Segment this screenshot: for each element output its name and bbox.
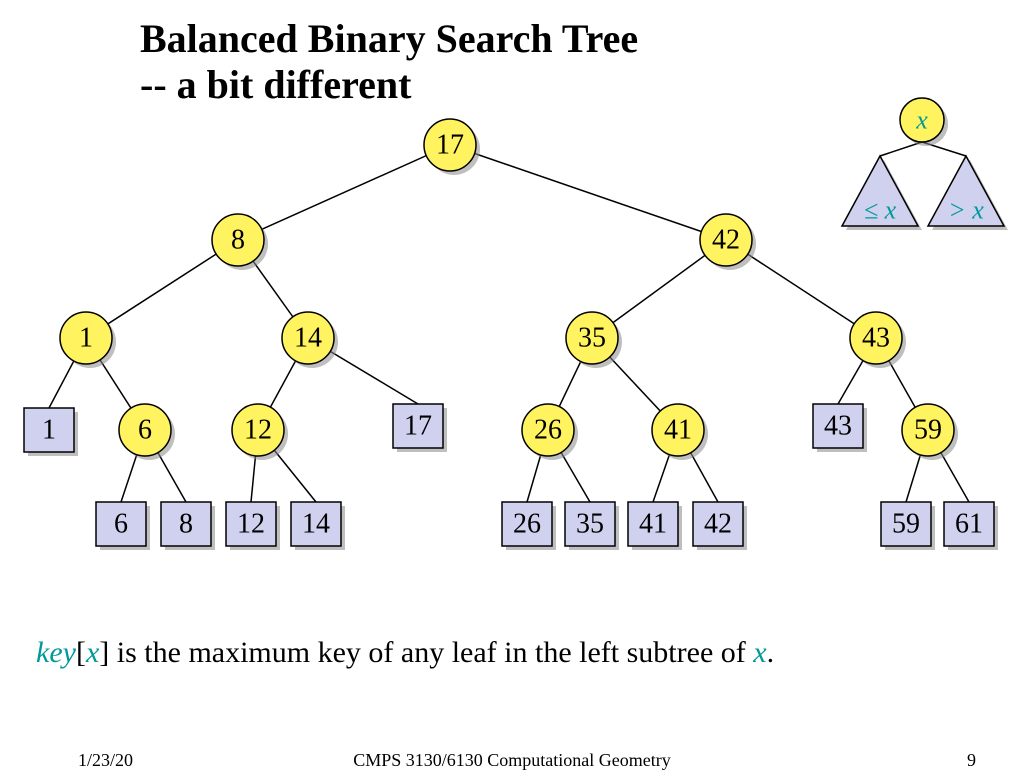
legend-triangle-label: ≤ x bbox=[864, 196, 897, 225]
node-label: 6 bbox=[114, 509, 128, 540]
node-label: 12 bbox=[237, 509, 265, 540]
node-label: 43 bbox=[824, 411, 852, 442]
node-label: 1 bbox=[79, 323, 93, 354]
node-label: 43 bbox=[862, 323, 890, 354]
node-label: 35 bbox=[576, 509, 604, 540]
caption-period: . bbox=[767, 636, 775, 669]
legend-node-label: x bbox=[915, 106, 928, 135]
caption-rest: is the maximum key of any leaf in the le… bbox=[109, 636, 753, 669]
node-label: 35 bbox=[578, 323, 606, 354]
node-label: 26 bbox=[513, 509, 541, 540]
caption: key[x] is the maximum key of any leaf in… bbox=[36, 636, 988, 670]
node-label: 59 bbox=[892, 509, 920, 540]
tree-edge bbox=[238, 145, 450, 240]
tree-edge bbox=[450, 145, 726, 240]
node-label: 17 bbox=[404, 411, 432, 442]
caption-x2: x bbox=[753, 636, 766, 669]
node-label: 41 bbox=[639, 509, 667, 540]
node-label: 8 bbox=[179, 509, 193, 540]
node-label: 59 bbox=[914, 415, 942, 446]
node-label: 8 bbox=[231, 225, 245, 256]
tree-edge bbox=[86, 240, 238, 338]
caption-key: key bbox=[36, 636, 76, 669]
node-label: 14 bbox=[302, 509, 330, 540]
node-label: 12 bbox=[244, 415, 272, 446]
caption-bracket-open: [ bbox=[76, 636, 86, 669]
node-label: 17 bbox=[436, 130, 464, 161]
legend-triangle-label: > x bbox=[948, 196, 984, 225]
caption-bracket-close: ] bbox=[99, 636, 109, 669]
node-label: 61 bbox=[955, 509, 983, 540]
caption-x1: x bbox=[86, 636, 99, 669]
node-label: 14 bbox=[294, 323, 322, 354]
node-label: 42 bbox=[712, 225, 740, 256]
node-label: 42 bbox=[704, 509, 732, 540]
node-label: 26 bbox=[534, 415, 562, 446]
node-label: 6 bbox=[138, 415, 152, 446]
node-label: 1 bbox=[42, 415, 56, 446]
node-label: 41 bbox=[664, 415, 692, 446]
